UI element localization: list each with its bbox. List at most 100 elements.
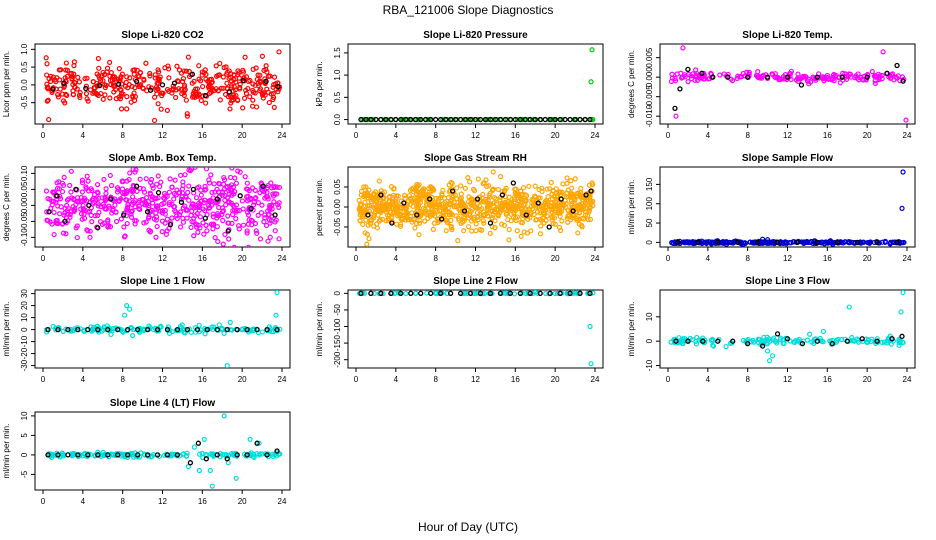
mean-point xyxy=(474,196,481,202)
outlier-point xyxy=(274,290,280,295)
mean-point xyxy=(784,74,791,80)
data-point xyxy=(447,187,453,194)
data-point xyxy=(415,205,421,211)
data-point xyxy=(860,338,866,344)
data-point xyxy=(474,210,480,216)
data-point xyxy=(412,225,418,231)
data-point xyxy=(105,217,111,223)
mean-point xyxy=(532,116,538,123)
data-point xyxy=(55,94,62,100)
data-point xyxy=(267,234,273,240)
data-point xyxy=(209,189,215,196)
data-point xyxy=(558,227,564,234)
y-tick-label: 0.05 xyxy=(333,179,342,195)
data-point xyxy=(85,209,91,215)
mean-point xyxy=(522,116,528,123)
data-point xyxy=(561,203,567,209)
data-point xyxy=(537,231,544,237)
data-point xyxy=(542,198,548,205)
data-point xyxy=(95,201,101,207)
y-tick-label: 1.5 xyxy=(333,47,342,59)
panel-5: Slope Sample Flow ml/min per min. 0 4 8 12 16 2… xyxy=(627,153,916,263)
data-point xyxy=(496,212,502,218)
data-point xyxy=(839,336,845,343)
data-point xyxy=(239,326,246,332)
data-point xyxy=(429,202,435,208)
data-point xyxy=(269,206,275,212)
data-point xyxy=(233,216,239,222)
mean-point xyxy=(401,200,407,206)
mean-point xyxy=(393,116,399,123)
y-tick-label: 0.05 xyxy=(20,181,29,197)
outlier-point xyxy=(185,54,191,60)
data-point xyxy=(537,195,543,201)
mean-point xyxy=(408,290,414,296)
data-point xyxy=(272,184,278,190)
data-point xyxy=(154,80,160,86)
data-point xyxy=(270,84,276,90)
data-point xyxy=(119,328,125,334)
data-point xyxy=(119,71,125,77)
data-point xyxy=(124,94,130,100)
data-point xyxy=(379,216,385,222)
y-tick-label: 1.0 xyxy=(333,69,342,81)
panel-title: Slope Li-820 CO2 xyxy=(121,30,204,41)
y-axis-label: kPa per min. xyxy=(315,62,324,107)
data-point xyxy=(189,94,196,100)
data-point xyxy=(680,74,686,80)
mean-point xyxy=(745,74,751,80)
x-tick-label: 12 xyxy=(471,254,480,263)
mean-point xyxy=(672,105,678,112)
data-point xyxy=(254,230,260,236)
plot-frame xyxy=(347,289,604,369)
data-point xyxy=(79,189,86,195)
mean-point xyxy=(164,326,171,333)
data-point xyxy=(777,335,784,341)
x-tick-label: 0 xyxy=(666,131,671,140)
mean-point xyxy=(874,239,880,246)
data-point xyxy=(470,116,476,123)
data-point xyxy=(167,176,173,182)
data-point xyxy=(501,203,507,210)
mean-point xyxy=(204,326,210,333)
data-point xyxy=(177,212,183,218)
data-point xyxy=(376,178,382,184)
data-point xyxy=(236,226,242,232)
outlier-point xyxy=(207,467,213,474)
y-tick-label: 10 xyxy=(20,313,29,322)
data-point xyxy=(164,107,170,113)
outlier-point xyxy=(151,117,158,124)
y-tick-label: -150 xyxy=(333,335,342,352)
data-point xyxy=(169,87,175,93)
data-point xyxy=(244,180,250,186)
y-tick-label: 0.0 xyxy=(20,79,29,91)
mean-point xyxy=(202,215,208,221)
data-point xyxy=(221,330,227,336)
mean-point xyxy=(226,89,232,95)
data-point xyxy=(135,73,141,79)
data-point xyxy=(225,220,231,226)
mean-point xyxy=(383,116,389,123)
data-point xyxy=(128,214,135,220)
mean-point xyxy=(900,78,906,84)
y-tick-label: -10 xyxy=(20,335,29,347)
data-point xyxy=(897,240,903,246)
data-point xyxy=(180,219,187,225)
x-tick-label: 0 xyxy=(41,131,46,140)
data-point xyxy=(117,86,123,92)
data-point xyxy=(672,75,678,82)
data-point xyxy=(65,218,71,224)
data-point xyxy=(54,180,60,186)
panel-title: Slope Line 1 Flow xyxy=(120,276,205,287)
x-tick-label: 24 xyxy=(278,254,287,263)
outlier-point xyxy=(846,304,852,310)
data-point xyxy=(253,65,259,71)
y-tick-label: -100 xyxy=(333,318,342,335)
data-point xyxy=(145,215,152,221)
x-tick-label: 20 xyxy=(863,131,872,140)
data-point xyxy=(246,217,252,223)
data-point xyxy=(235,68,241,74)
data-point xyxy=(569,290,576,296)
outlier-point xyxy=(224,363,230,368)
mean-point xyxy=(264,452,270,458)
